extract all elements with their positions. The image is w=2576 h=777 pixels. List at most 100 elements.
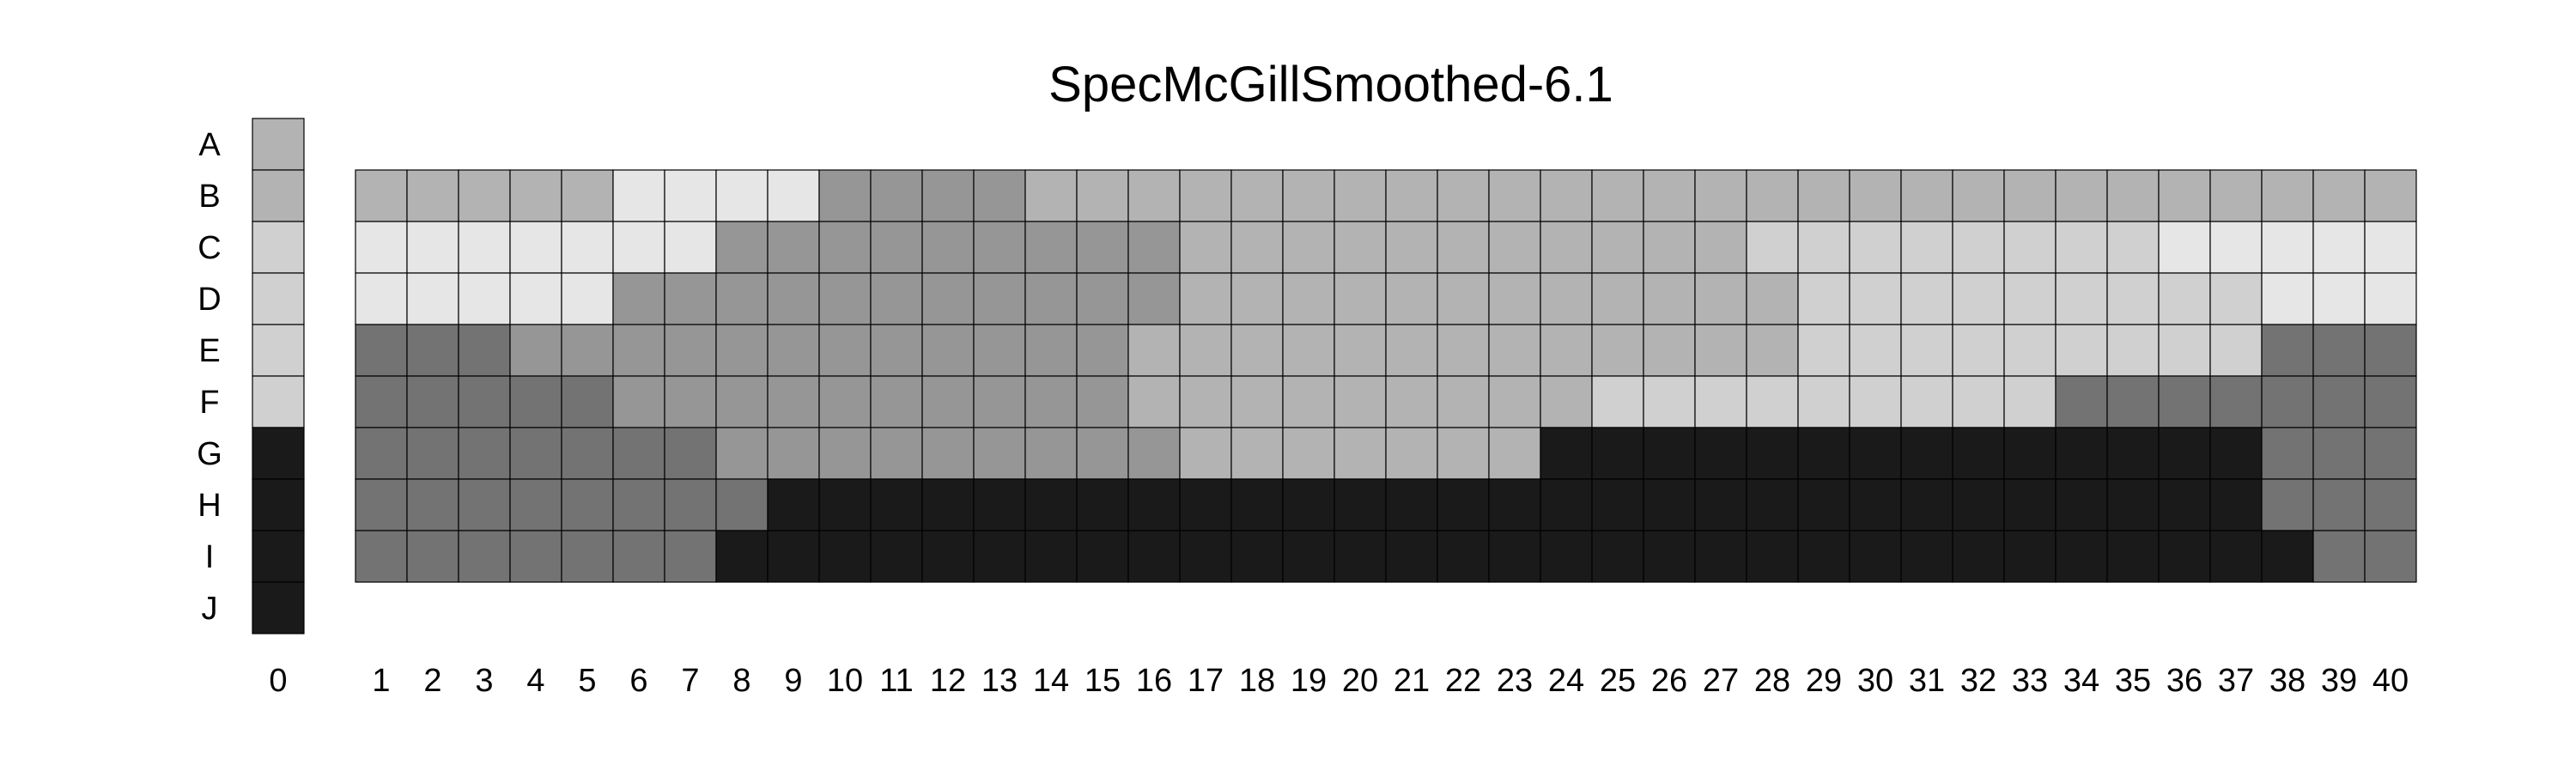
cell-h-12 [921, 478, 975, 531]
cell-e-25 [1591, 324, 1644, 377]
cell-h-27 [1694, 478, 1747, 531]
cell-h-38 [2261, 478, 2314, 531]
cell-h-23 [1488, 478, 1541, 531]
cell-c-33 [2003, 221, 2057, 274]
cell-i-34 [2055, 530, 2108, 583]
cell-f-35 [2106, 375, 2160, 428]
cell-e-3 [458, 324, 511, 377]
cell-e-35 [2106, 324, 2160, 377]
cell-g-29 [1797, 427, 1850, 480]
cell-e-18 [1230, 324, 1284, 377]
cell-e-8 [715, 324, 769, 377]
cell-h-39 [2312, 478, 2366, 531]
cell-f-31 [1900, 375, 1953, 428]
cell-h-3 [458, 478, 511, 531]
cell-e-26 [1643, 324, 1696, 377]
heatmap-grid [355, 169, 2417, 583]
cell-d-23 [1488, 272, 1541, 325]
col-label-34: 34 [2063, 663, 2099, 699]
cell-g-10 [818, 427, 872, 480]
cell-e-29 [1797, 324, 1850, 377]
col-label-19: 19 [1291, 663, 1327, 699]
cell-d-2 [406, 272, 459, 325]
cell-h-18 [1230, 478, 1284, 531]
row-label-h: H [197, 488, 221, 524]
row-label-e: E [198, 333, 220, 369]
cell-f-32 [1952, 375, 2005, 428]
cell-e-22 [1437, 324, 1490, 377]
cell-g-3 [458, 427, 511, 480]
cell-c-11 [870, 221, 923, 274]
cell-f-3 [458, 375, 511, 428]
cell-b-7 [664, 169, 717, 222]
col-label-15: 15 [1084, 663, 1121, 699]
cell-c-8 [715, 221, 769, 274]
cell-f-37 [2209, 375, 2263, 428]
col-label-6: 6 [629, 663, 647, 699]
cell-f-14 [1024, 375, 1078, 428]
col-label-1: 1 [372, 663, 390, 699]
cell-i-25 [1591, 530, 1644, 583]
cell-h-15 [1076, 478, 1129, 531]
cell-i-29 [1797, 530, 1850, 583]
cell-d-28 [1746, 272, 1799, 325]
cell-f-24 [1540, 375, 1593, 428]
col-label-30: 30 [1857, 663, 1893, 699]
cell-b-36 [2158, 169, 2211, 222]
cell-d-4 [509, 272, 562, 325]
cell-f-33 [2003, 375, 2057, 428]
cell-d-19 [1282, 272, 1335, 325]
cell-g-32 [1952, 427, 2005, 480]
col-label-26: 26 [1651, 663, 1687, 699]
cell-e-14 [1024, 324, 1078, 377]
cell-c-28 [1746, 221, 1799, 274]
row-label-i: I [205, 539, 215, 575]
cell-b-28 [1746, 169, 1799, 222]
cell-c-39 [2312, 221, 2366, 274]
cell-c-24 [1540, 221, 1593, 274]
cell-e-2 [406, 324, 459, 377]
cell-g-33 [2003, 427, 2057, 480]
cell-i-1 [355, 530, 408, 583]
cell-g-19 [1282, 427, 1335, 480]
ref-cell-j [252, 581, 305, 634]
row-label-f: F [199, 385, 219, 421]
cell-c-5 [561, 221, 614, 274]
cell-e-11 [870, 324, 923, 377]
ref-cell-c [252, 221, 305, 274]
col-label-28: 28 [1754, 663, 1790, 699]
column-labels: 0 1 2 3 4 5 6 7 8 9 10 11 12 13 14 15 16 17 18 19 20 21 22 23 24… [269, 663, 2409, 699]
cell-b-6 [612, 169, 665, 222]
cell-e-16 [1127, 324, 1181, 377]
col-label-12: 12 [930, 663, 966, 699]
cell-i-33 [2003, 530, 2057, 583]
ref-cell-d [252, 272, 305, 325]
cell-d-25 [1591, 272, 1644, 325]
cell-g-37 [2209, 427, 2263, 480]
cell-c-22 [1437, 221, 1490, 274]
cell-g-2 [406, 427, 459, 480]
cell-f-20 [1334, 375, 1387, 428]
cell-b-10 [818, 169, 872, 222]
cell-f-11 [870, 375, 923, 428]
reference-column [252, 118, 305, 634]
cell-e-17 [1179, 324, 1232, 377]
cell-b-30 [1849, 169, 1902, 222]
cell-e-39 [2312, 324, 2366, 377]
cell-d-24 [1540, 272, 1593, 325]
cell-b-35 [2106, 169, 2160, 222]
cell-b-11 [870, 169, 923, 222]
cell-d-6 [612, 272, 665, 325]
cell-c-14 [1024, 221, 1078, 274]
cell-e-6 [612, 324, 665, 377]
cell-g-28 [1746, 427, 1799, 480]
cell-g-8 [715, 427, 769, 480]
cell-h-36 [2158, 478, 2211, 531]
col-label-37: 37 [2218, 663, 2254, 699]
cell-f-22 [1437, 375, 1490, 428]
cell-i-6 [612, 530, 665, 583]
ref-cell-h [252, 478, 305, 531]
cell-d-14 [1024, 272, 1078, 325]
cell-b-27 [1694, 169, 1747, 222]
cell-b-2 [406, 169, 459, 222]
